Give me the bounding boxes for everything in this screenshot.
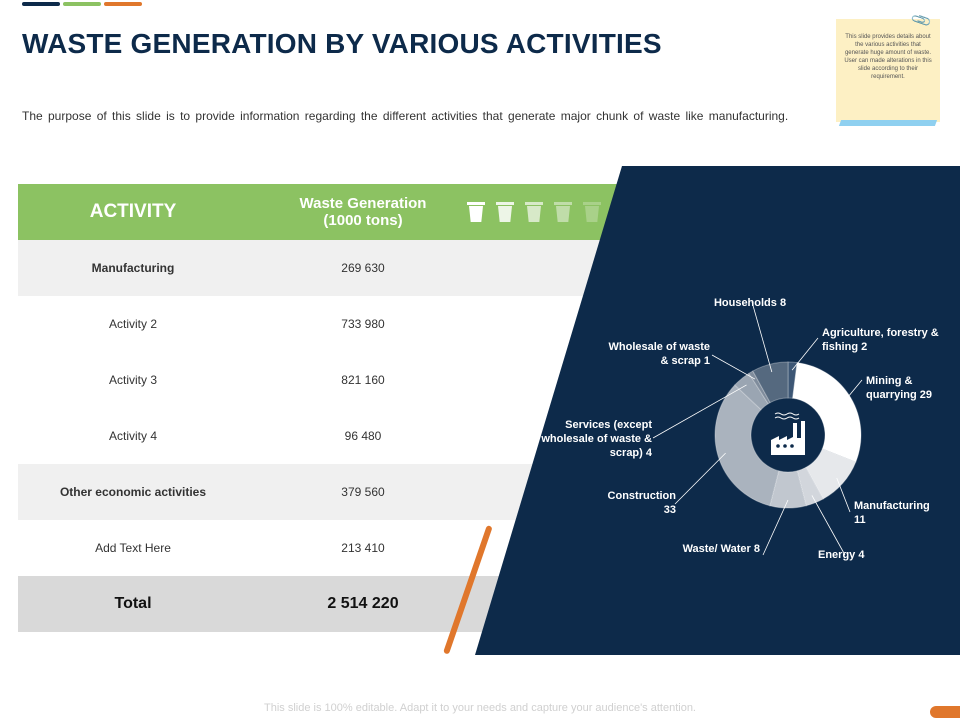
table-header: ACTIVITY Waste Generation (1000 tons)	[18, 184, 618, 240]
factory-icon-bg	[752, 399, 824, 471]
leader-line	[751, 301, 773, 373]
slice-label: Services (except wholesale of waste & sc…	[541, 419, 652, 459]
sticky-note: This slide provides details about the va…	[836, 19, 940, 122]
page-title: WASTE GENERATION BY VARIOUS ACTIVITIES	[22, 28, 662, 59]
row-activity: Activity 4	[108, 429, 157, 443]
leader-line	[836, 477, 851, 513]
table-row: Activity 3 821 160	[18, 352, 618, 408]
slice-label: Households 8	[713, 297, 787, 309]
donut-slice	[787, 361, 798, 399]
table-row: Add Text Here 213 410	[18, 520, 618, 576]
table-row: Other economic activities 379 560	[18, 464, 618, 520]
leader-line	[674, 452, 726, 505]
trash-bin-icon	[553, 201, 573, 223]
row-value: 379 560	[341, 485, 385, 499]
slice-label: Mining & quarrying 29	[866, 375, 933, 401]
orange-pill	[930, 706, 960, 718]
row-value: 269 630	[341, 261, 385, 275]
leader-line	[652, 384, 747, 439]
subtitle: The purpose of this slide is to provide …	[22, 109, 789, 123]
row-activity: Manufacturing	[91, 261, 175, 275]
table-row: Activity 4 96 480	[18, 408, 618, 464]
total-label: Total	[114, 595, 152, 612]
trash-bin-icon	[466, 201, 486, 223]
donut-slice	[805, 447, 857, 500]
leader-line	[762, 499, 789, 556]
total-value: 2 514 220	[327, 595, 399, 612]
donut-slice	[796, 466, 824, 507]
table-row: Activity 2 733 980	[18, 296, 618, 352]
donut-slice	[734, 372, 769, 411]
trash-bin-icon	[524, 201, 544, 223]
slice-label: Construction 33	[607, 490, 676, 516]
leader-line	[791, 337, 819, 371]
leader-line	[843, 379, 863, 403]
leader-line	[711, 354, 756, 380]
factory-icon	[771, 412, 805, 455]
trash-bin-icon	[495, 201, 515, 223]
slice-label: Agriculture, forestry & fishing 2	[822, 327, 939, 353]
header-waste: Waste Generation (1000 tons)	[299, 195, 427, 229]
slice-label: Waste/ Water 8	[682, 543, 760, 555]
row-value: 821 160	[341, 373, 385, 387]
row-value: 213 410	[341, 541, 385, 555]
row-value: 733 980	[341, 317, 385, 331]
donut-slice	[748, 370, 771, 405]
donut-slice	[792, 362, 862, 463]
row-activity: Other economic activities	[59, 485, 207, 499]
waste-table: ACTIVITY Waste Generation (1000 tons) Ma…	[18, 184, 618, 632]
accent-bars	[22, 2, 142, 6]
donut-slice	[714, 384, 780, 507]
trash-bin-icon	[582, 201, 602, 223]
header-activity: ACTIVITY	[89, 201, 177, 222]
row-value: 96 480	[344, 429, 382, 443]
donut-slice	[769, 470, 807, 509]
slice-label: Wholesale of waste & scrap 1	[608, 341, 710, 367]
footer-text: This slide is 100% editable. Adapt it to…	[264, 702, 696, 714]
row-activity: Add Text Here	[95, 541, 171, 555]
leader-line	[811, 495, 846, 556]
row-activity: Activity 3	[108, 373, 157, 387]
row-activity: Activity 2	[108, 317, 157, 331]
table-row: Manufacturing 269 630	[18, 240, 618, 296]
slice-label: Manufacturing 11	[854, 500, 930, 526]
donut-slice	[752, 361, 789, 404]
slice-label: Energy 4	[818, 549, 865, 561]
